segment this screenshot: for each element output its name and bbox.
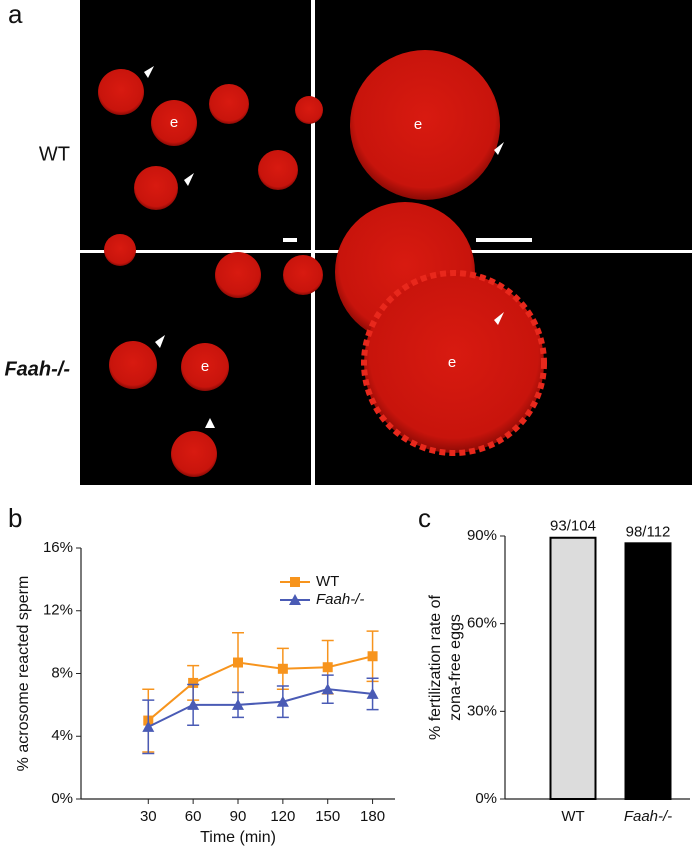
legend-label: WT	[316, 573, 339, 590]
legend-marker	[289, 594, 301, 605]
x-tick-label: WT	[561, 808, 584, 825]
panel-label: a	[8, 0, 23, 29]
marker	[233, 657, 243, 668]
marker	[366, 687, 379, 699]
egg-label: e	[414, 116, 422, 133]
marker	[188, 677, 199, 688]
x-tick-label: 30	[140, 808, 157, 825]
series-line	[147, 655, 373, 722]
marker	[187, 698, 200, 710]
row-label: WT	[39, 143, 70, 165]
y-tick-label: 0%	[51, 790, 73, 807]
egg-label: e	[201, 358, 209, 375]
y-tick-label: 8%	[51, 664, 73, 681]
y-axis-label: % fertilization rate of	[427, 594, 444, 740]
y-axis-label: % acrosome reacted sperm	[15, 576, 32, 772]
y-tick-label: 60%	[467, 615, 497, 632]
egg-label: e	[170, 114, 178, 131]
value-label: 98/112	[626, 523, 671, 540]
row-label: Faah-/-	[4, 358, 70, 380]
x-tick-label: 60	[185, 808, 202, 825]
panel-label: b	[8, 503, 22, 533]
x-tick-label: 180	[360, 808, 385, 825]
y-tick-label: 90%	[467, 527, 497, 544]
legend-marker	[290, 577, 300, 587]
x-tick-label: Faah-/-	[624, 808, 672, 825]
x-tick-label: 90	[230, 808, 247, 825]
bar	[624, 542, 672, 800]
x-axis-label: Time (min)	[200, 829, 276, 846]
bar	[549, 536, 597, 801]
y-tick-label: 0%	[475, 790, 497, 807]
marker	[367, 651, 378, 662]
y-tick-label: 12%	[43, 602, 73, 619]
y-tick-label: 4%	[51, 727, 73, 744]
panel-label: c	[418, 503, 431, 533]
micrographs	[80, 0, 692, 485]
x-tick-label: 120	[270, 808, 295, 825]
y-axis-label: zona-free eggs	[447, 614, 464, 721]
egg-label: e	[448, 354, 456, 371]
value-label: 93/104	[550, 518, 596, 535]
x-tick-label: 150	[315, 808, 340, 825]
marker	[142, 720, 155, 732]
marker	[232, 698, 244, 710]
y-tick-label: 30%	[467, 702, 497, 719]
y-tick-label: 16%	[43, 539, 73, 556]
marker	[321, 683, 334, 695]
marker	[322, 662, 333, 673]
marker	[276, 695, 289, 707]
marker	[277, 663, 288, 674]
series-line	[147, 688, 373, 728]
legend-label: Faah-/-	[316, 591, 364, 608]
